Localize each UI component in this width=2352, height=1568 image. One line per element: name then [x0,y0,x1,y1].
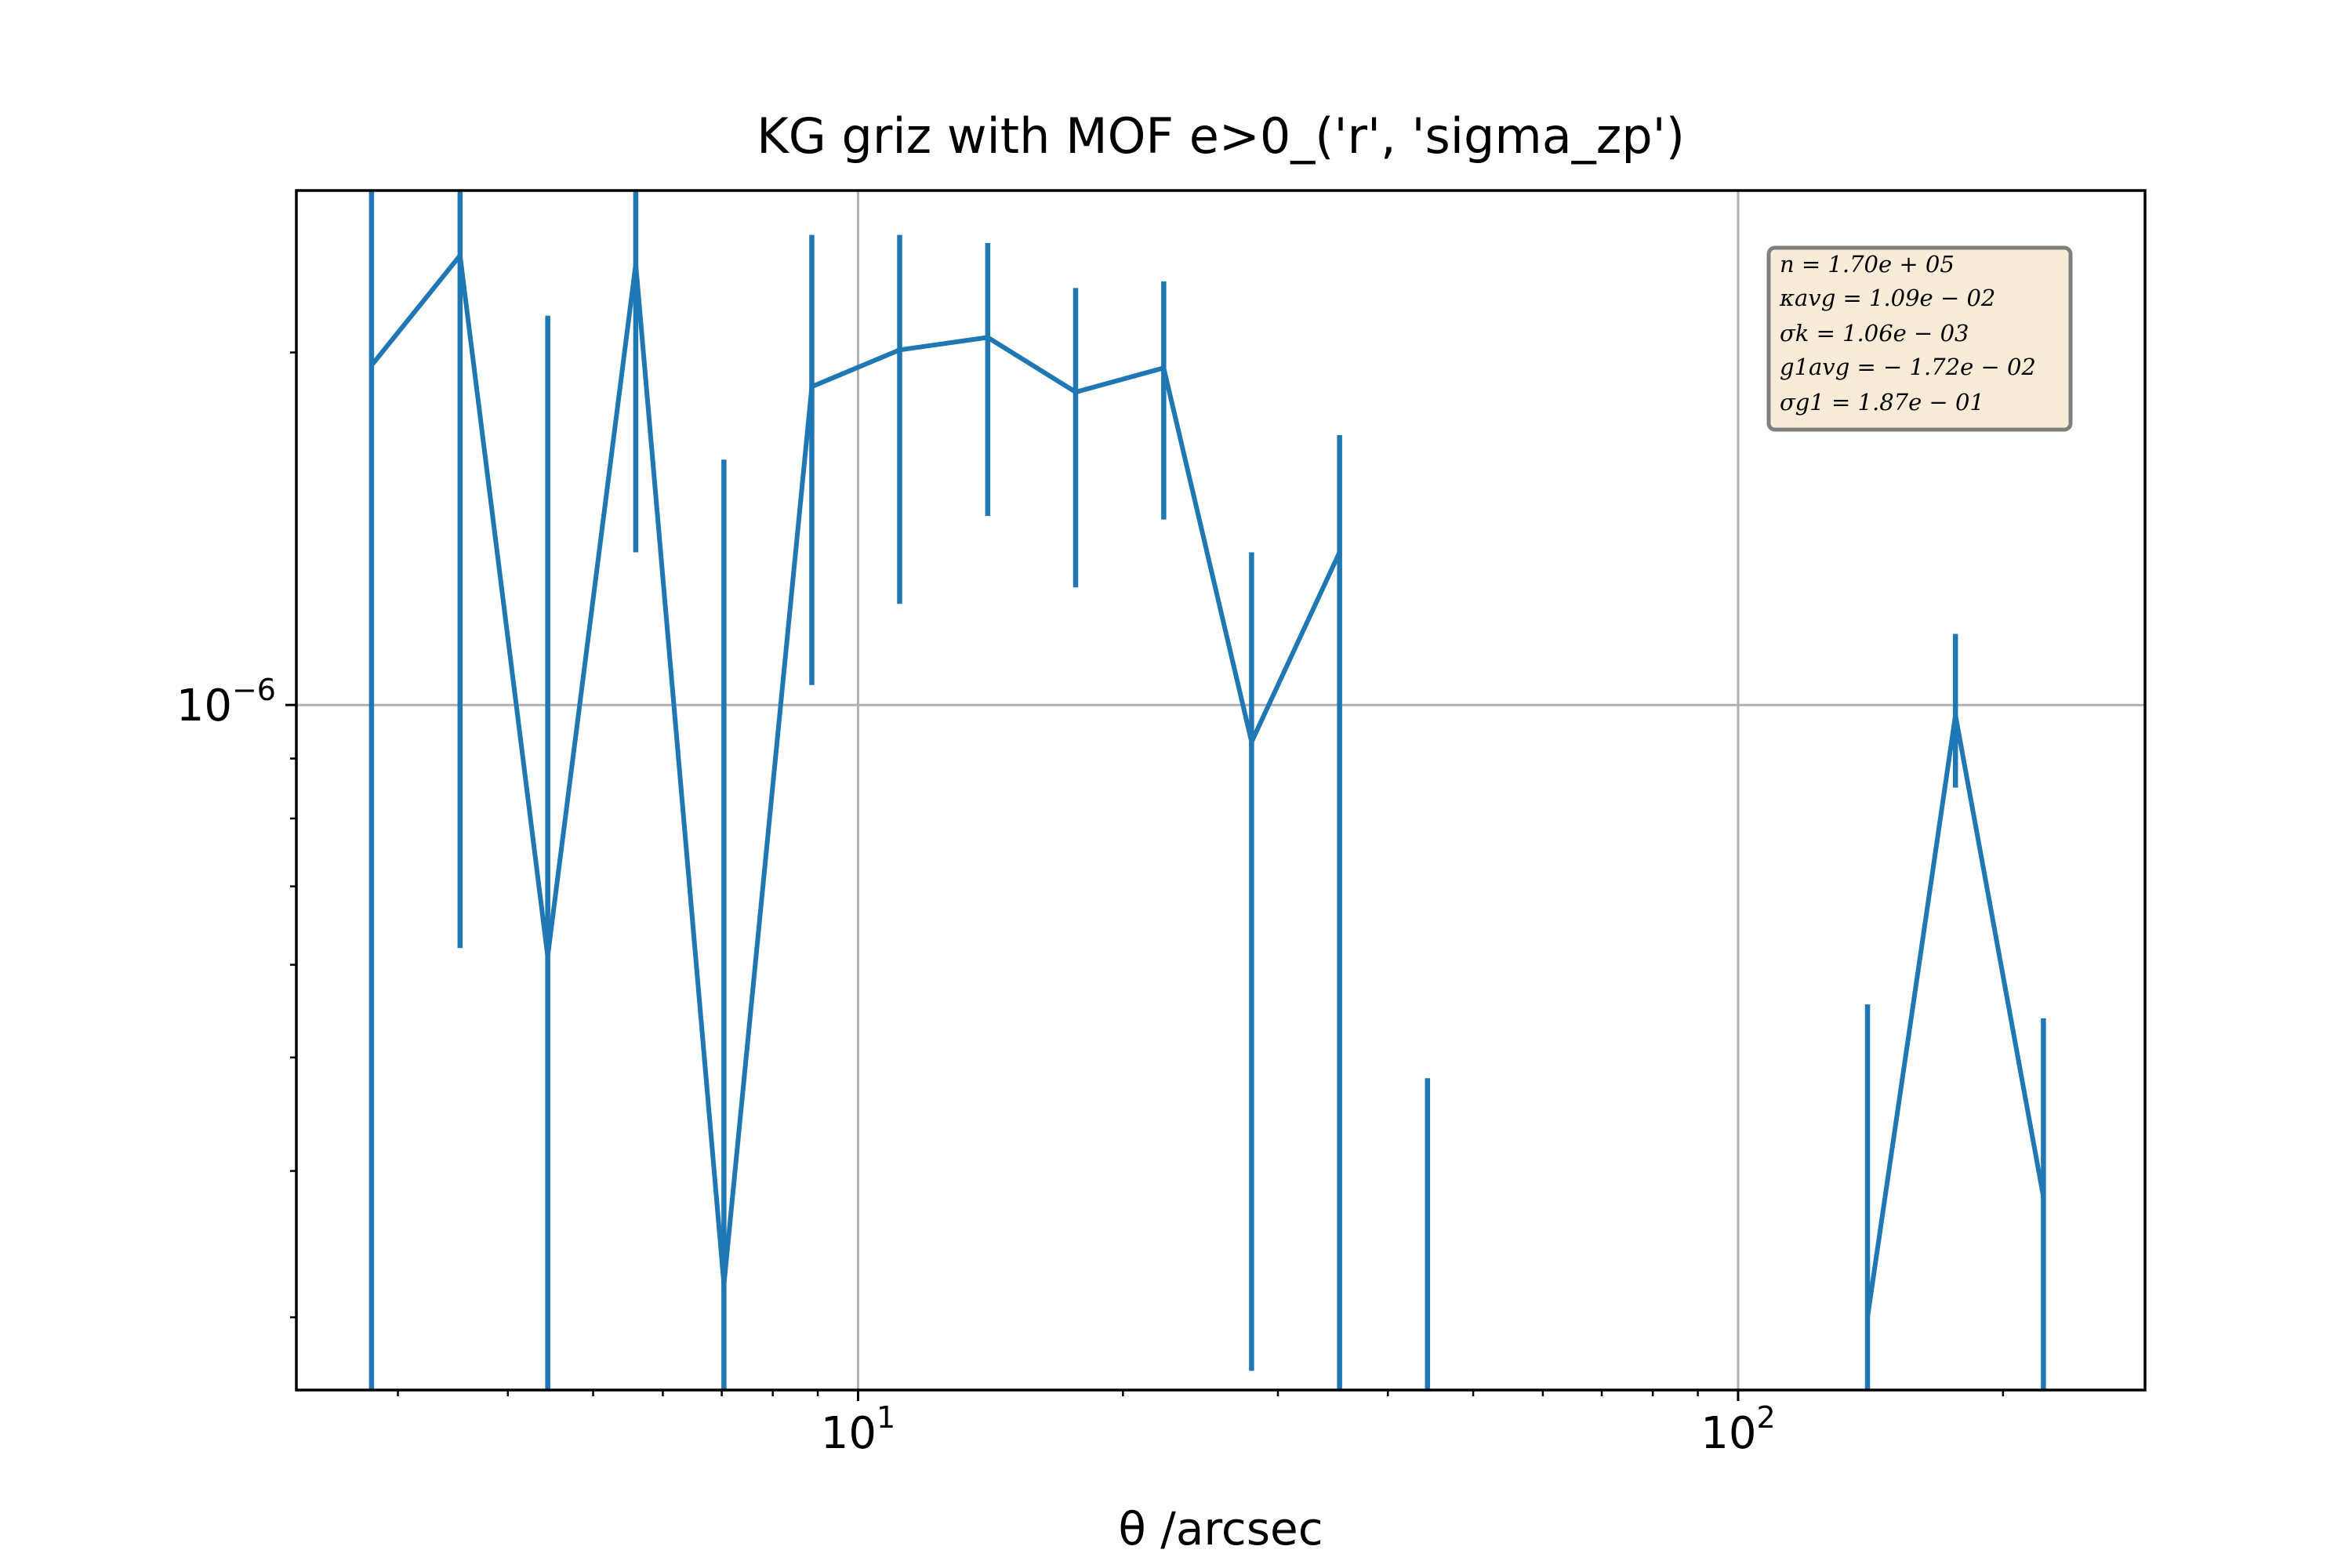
plot-frame [295,189,2147,1392]
y-tick-label: 10−6 [176,673,276,731]
stat-n: n = 1.70e + 05 [1780,251,1955,278]
x-axis-label: θ /arcsec [1118,1502,1323,1555]
stats-annotation: n = 1.70e + 05 κavg = 1.09e − 02 σk = 1.… [1766,245,2073,432]
stat-sigma-g1: σg1 = 1.87e − 01 [1780,389,1984,416]
stat-g1-avg: g1avg = − 1.72e − 02 [1780,354,2036,380]
grid-lines [296,191,2145,1390]
stat-kappa-avg: κavg = 1.09e − 02 [1779,285,1995,311]
tick-labels: 101 102 10−6 [176,673,1776,1459]
series-layer [368,191,2046,1390]
x-tick-label: 102 [1700,1400,1775,1459]
series-line [369,252,2046,1318]
stats-box [1766,245,2073,432]
axis-ticks [285,351,2005,1401]
stat-sigma-k: σk = 1.06e − 03 [1780,320,1969,347]
chart-title: KG griz with MOF e>0_('r', 'sigma_zp') [757,107,1685,165]
x-tick-label: 101 [821,1400,895,1459]
